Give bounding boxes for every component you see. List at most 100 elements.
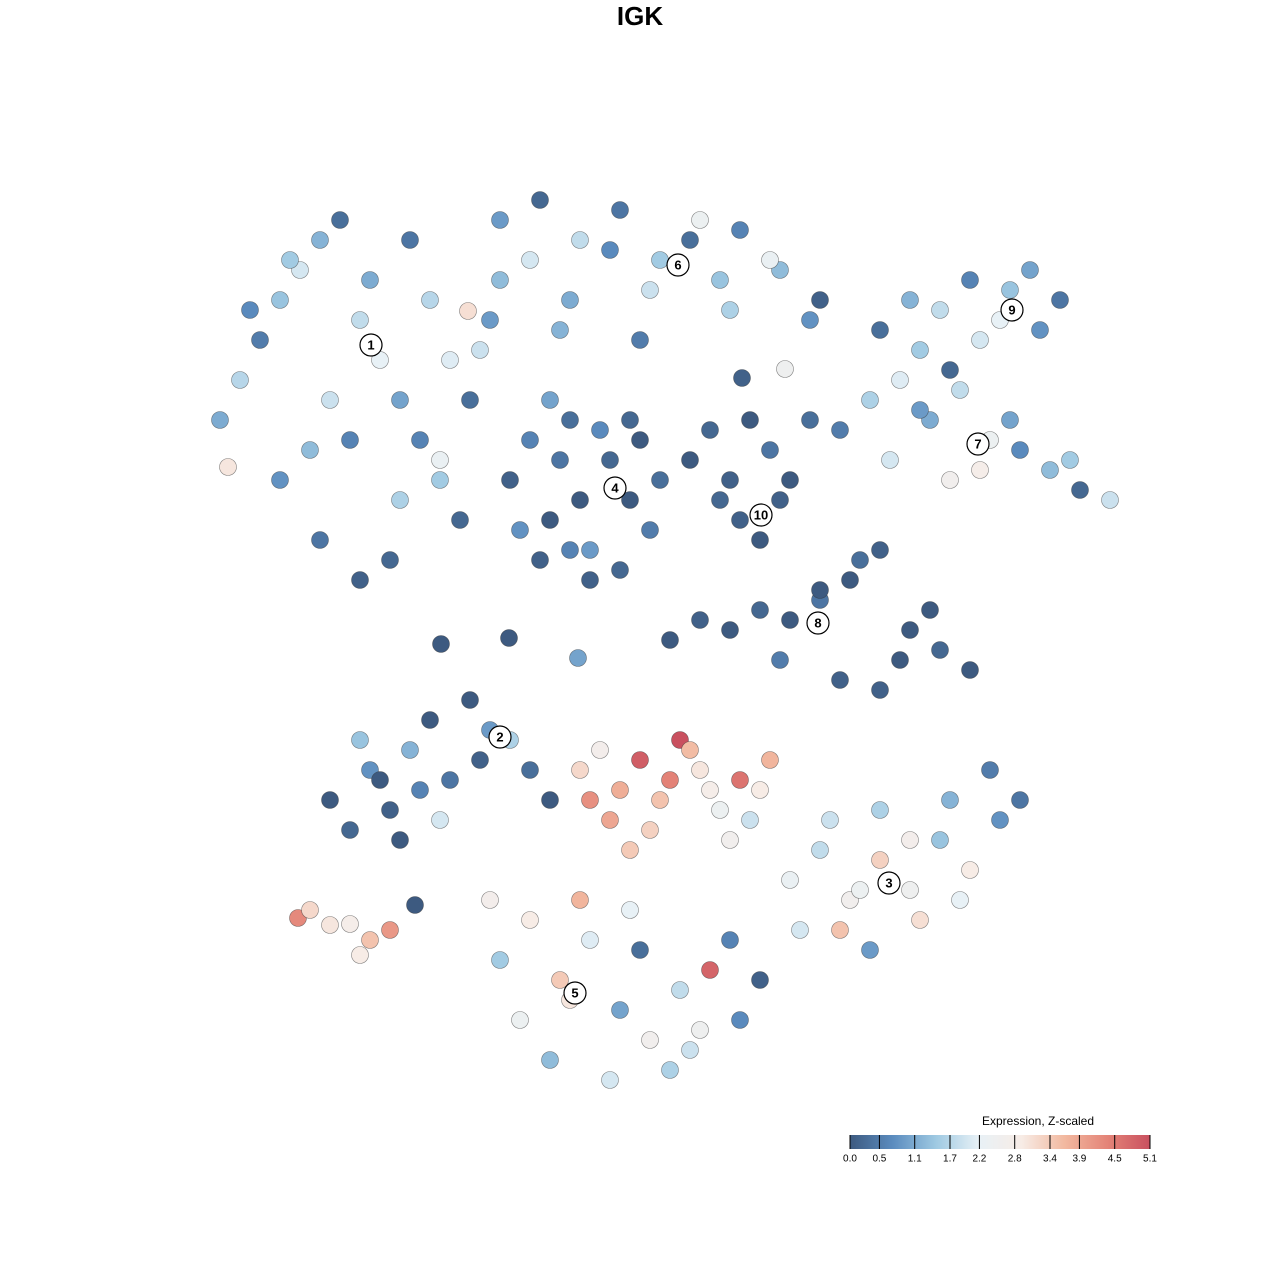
point bbox=[681, 231, 699, 249]
point bbox=[861, 391, 879, 409]
point bbox=[741, 811, 759, 829]
point bbox=[861, 941, 879, 959]
point bbox=[751, 971, 769, 989]
point bbox=[251, 331, 269, 349]
point bbox=[901, 291, 919, 309]
point bbox=[811, 291, 829, 309]
point bbox=[911, 911, 929, 929]
point bbox=[541, 511, 559, 529]
cluster-label: 6 bbox=[674, 257, 681, 272]
point bbox=[401, 231, 419, 249]
point bbox=[761, 251, 779, 269]
point bbox=[521, 761, 539, 779]
colorbar bbox=[850, 1135, 1150, 1149]
point bbox=[1001, 281, 1019, 299]
cluster-label: 5 bbox=[571, 985, 578, 1000]
colorbar-tick-label: 2.8 bbox=[1008, 1154, 1022, 1165]
point bbox=[491, 211, 509, 229]
point bbox=[921, 601, 939, 619]
point bbox=[391, 831, 409, 849]
point bbox=[371, 771, 389, 789]
point bbox=[751, 781, 769, 799]
point bbox=[621, 411, 639, 429]
point bbox=[561, 291, 579, 309]
point bbox=[311, 231, 329, 249]
point bbox=[881, 451, 899, 469]
point bbox=[721, 931, 739, 949]
point bbox=[721, 831, 739, 849]
point bbox=[681, 451, 699, 469]
point bbox=[711, 491, 729, 509]
point bbox=[241, 301, 259, 319]
cluster-marker bbox=[1000, 298, 1024, 322]
point bbox=[391, 391, 409, 409]
point bbox=[381, 801, 399, 819]
point bbox=[641, 281, 659, 299]
point bbox=[791, 921, 809, 939]
point bbox=[891, 371, 909, 389]
colorbar-tick-label: 1.1 bbox=[908, 1154, 922, 1165]
point bbox=[551, 451, 569, 469]
point bbox=[821, 811, 839, 829]
point bbox=[851, 881, 869, 899]
point bbox=[541, 391, 559, 409]
cluster-label: 2 bbox=[496, 729, 503, 744]
point bbox=[341, 915, 359, 933]
point bbox=[941, 471, 959, 489]
point bbox=[381, 551, 399, 569]
point bbox=[811, 841, 829, 859]
point bbox=[521, 431, 539, 449]
point bbox=[211, 411, 229, 429]
cluster-label: 1 bbox=[367, 337, 374, 352]
point bbox=[941, 791, 959, 809]
point bbox=[421, 291, 439, 309]
point bbox=[651, 471, 669, 489]
point bbox=[321, 391, 339, 409]
point bbox=[651, 251, 669, 269]
colorbar-tick-label: 1.7 bbox=[943, 1154, 957, 1165]
point bbox=[271, 471, 289, 489]
point bbox=[571, 491, 589, 509]
point bbox=[411, 781, 429, 799]
point bbox=[961, 861, 979, 879]
point bbox=[521, 911, 539, 929]
point bbox=[441, 351, 459, 369]
point bbox=[351, 311, 369, 329]
point bbox=[851, 551, 869, 569]
point bbox=[611, 201, 629, 219]
point bbox=[961, 661, 979, 679]
point bbox=[421, 711, 439, 729]
colorbar-tick-label: 0.5 bbox=[872, 1154, 886, 1165]
colorbar-tick-label: 3.9 bbox=[1072, 1154, 1086, 1165]
point bbox=[581, 791, 599, 809]
point bbox=[711, 801, 729, 819]
point bbox=[431, 451, 449, 469]
cluster-label: 4 bbox=[611, 480, 619, 495]
point bbox=[569, 649, 587, 667]
point bbox=[1071, 481, 1089, 499]
point bbox=[459, 302, 477, 320]
chart-title: IGK bbox=[617, 1, 663, 31]
colorbar-tick-label: 3.4 bbox=[1043, 1154, 1057, 1165]
point bbox=[271, 291, 289, 309]
point bbox=[541, 791, 559, 809]
point bbox=[581, 931, 599, 949]
cluster-marker bbox=[666, 253, 690, 277]
point bbox=[981, 761, 999, 779]
cluster-label: 9 bbox=[1008, 302, 1015, 317]
point bbox=[631, 941, 649, 959]
point bbox=[831, 421, 849, 439]
point bbox=[781, 871, 799, 889]
point bbox=[901, 831, 919, 849]
point bbox=[871, 541, 889, 559]
point bbox=[401, 741, 419, 759]
point bbox=[451, 511, 469, 529]
cluster-marker bbox=[877, 871, 901, 895]
point bbox=[511, 521, 529, 539]
point bbox=[871, 851, 889, 869]
point bbox=[500, 629, 518, 647]
point bbox=[631, 331, 649, 349]
point bbox=[521, 251, 539, 269]
point bbox=[551, 971, 569, 989]
